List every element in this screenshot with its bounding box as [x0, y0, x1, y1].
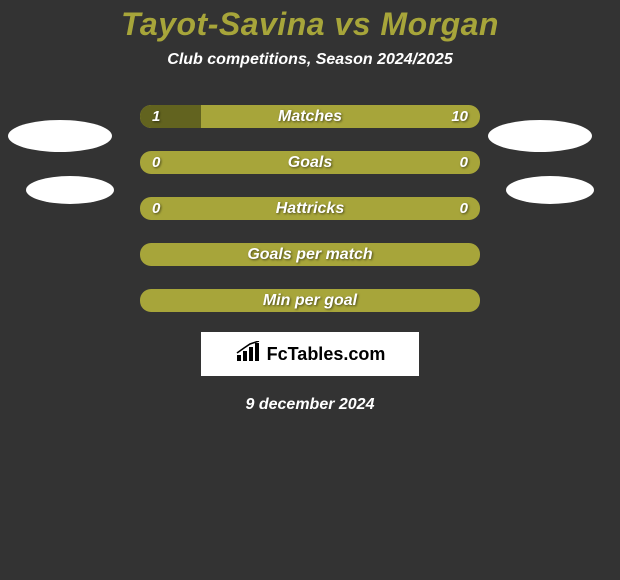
subtitle: Club competitions, Season 2024/2025	[0, 51, 620, 69]
brand-icon	[235, 341, 261, 368]
avatar-left-1	[8, 120, 112, 152]
avatar-right-1	[488, 120, 592, 152]
stat-bar-label: Matches	[140, 105, 480, 128]
stat-bar-value-left: 1	[152, 105, 160, 128]
stat-bar-value-left: 0	[152, 151, 160, 174]
stat-bar-label: Hattricks	[140, 197, 480, 220]
stat-bar-label: Min per goal	[140, 289, 480, 312]
date-line: 9 december 2024	[0, 396, 620, 414]
stat-bar-value-right: 0	[460, 197, 468, 220]
stat-bar: Goals0 0	[140, 151, 480, 174]
stat-bar-value-right: 10	[451, 105, 468, 128]
stat-bar: Goals per match	[140, 243, 480, 266]
stat-bar: Hattricks0 0	[140, 197, 480, 220]
stat-bar: Matches1 10	[140, 105, 480, 128]
avatar-right-2	[506, 176, 594, 204]
stat-bar-label: Goals per match	[140, 243, 480, 266]
stat-bar-value-right: 0	[460, 151, 468, 174]
brand-text: FcTables.com	[267, 344, 386, 365]
stat-bar-value-left: 0	[152, 197, 160, 220]
comparison-bars: Matches110Goals00Hattricks00Goals per ma…	[140, 105, 480, 312]
avatar-left-2	[26, 176, 114, 204]
brand-box: FcTables.com	[201, 332, 419, 376]
page-title: Tayot-Savina vs Morgan	[0, 0, 620, 43]
stat-bar: Min per goal	[140, 289, 480, 312]
stat-bar-label: Goals	[140, 151, 480, 174]
